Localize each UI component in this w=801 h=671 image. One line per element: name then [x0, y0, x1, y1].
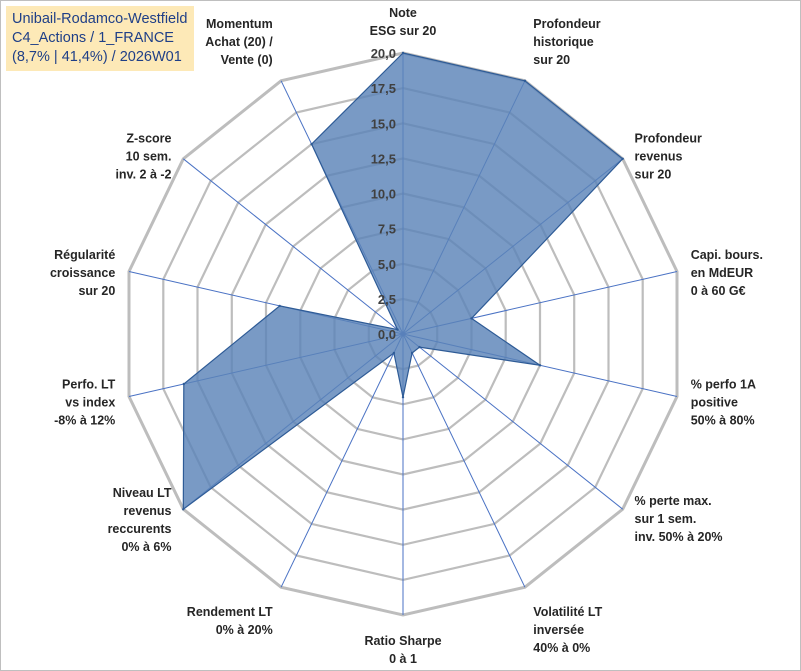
tick-label: 7,5: [378, 222, 396, 237]
spoke-5: [402, 333, 624, 510]
tick-label: 5,0: [378, 257, 396, 272]
axis-label-6: inversée: [533, 623, 584, 637]
spoke-8: [280, 333, 404, 588]
series-point-9: [182, 508, 185, 511]
series-point-5: [418, 345, 421, 349]
axis-label-4: 50% à 80%: [691, 414, 755, 428]
radar-series: [182, 51, 624, 511]
title-stats: (8,7% | 41,4%) / 2026W01: [12, 49, 182, 65]
axis-label-12: inv. 2 à -2: [115, 167, 171, 181]
axis-label-5: inv. 50% à 20%: [635, 530, 723, 544]
series-point-2: [621, 157, 624, 160]
axis-label-9: Niveau LT: [113, 486, 172, 500]
tick-label: 20,0: [371, 46, 396, 61]
axis-label-5: % perte max.: [635, 494, 712, 508]
spoke-6: [402, 333, 526, 588]
axis-label-1: sur 20: [533, 53, 570, 67]
axis-label-8: Rendement LT: [187, 605, 273, 619]
axis-label-0: Note: [389, 6, 417, 20]
spoke-12: [182, 158, 404, 335]
title-category: C4_Actions / 1_FRANCE: [12, 30, 174, 46]
radar-axis-labels: Note ESG sur 20 Profondeur historique sur 20…: [50, 6, 763, 666]
axis-label-12: Z-score: [126, 131, 171, 145]
tick-label: 15,0: [371, 116, 396, 131]
series-point-11: [278, 304, 281, 308]
axis-label-9: 0% à 6%: [121, 540, 171, 554]
axis-label-5: sur 1 sem.: [635, 512, 697, 526]
axis-label-13: Achat (20) /: [205, 35, 273, 49]
series-point-3: [470, 317, 473, 320]
axis-label-2: revenus: [635, 149, 683, 163]
axis-label-3: 0 à 60 G€: [691, 284, 746, 298]
axis-label-11: sur 20: [78, 284, 115, 298]
axis-label-6: 40% à 0%: [533, 641, 590, 655]
axis-label-10: -8% à 12%: [54, 414, 115, 428]
axis-label-11: Régularité: [54, 248, 115, 262]
series-point-12: [396, 328, 399, 331]
axis-label-7: Ratio Sharpe: [364, 634, 441, 648]
series-point-8: [392, 351, 396, 355]
axis-label-2: Profondeur: [635, 131, 702, 145]
axis-label-4: positive: [691, 396, 738, 410]
axis-label-9: revenus: [124, 504, 172, 518]
axis-label-2: sur 20: [635, 167, 672, 181]
axis-label-6: Volatilité LT: [533, 605, 602, 619]
chart-title-box: Unibail-Rodamco-Westfield C4_Actions / 1…: [6, 6, 195, 71]
tick-label: 12,5: [371, 151, 396, 166]
axis-label-3: en MdEUR: [691, 266, 754, 280]
series-point-0: [401, 51, 405, 55]
tick-label: 10,0: [371, 187, 396, 202]
axis-label-13: Momentum: [206, 17, 273, 31]
series-point-7: [401, 396, 405, 399]
axis-label-1: Profondeur: [533, 17, 600, 31]
axis-label-9: reccurents: [108, 522, 172, 536]
series-point-10: [182, 382, 185, 386]
axis-label-3: Capi. bours.: [691, 248, 763, 262]
title-company: Unibail-Rodamco-Westfield: [12, 11, 188, 27]
series-point-4: [538, 364, 542, 367]
axis-label-8: 0% à 20%: [216, 623, 273, 637]
axis-label-10: vs index: [65, 396, 115, 410]
tick-label: 17,5: [371, 81, 396, 96]
series-point-1: [523, 79, 527, 83]
axis-label-1: historique: [533, 35, 593, 49]
tick-label: 2,5: [378, 292, 396, 307]
axis-label-10: Perfo. LT: [62, 378, 116, 392]
series-point-13: [310, 142, 313, 146]
axis-label-0: ESG sur 20: [370, 24, 437, 38]
radar-tick-labels: 0,0 2,5 5,0 7,5 10,0 12,5 15,0 17,5 20,0: [371, 46, 396, 342]
axis-label-7: 0 à 1: [389, 652, 417, 666]
axis-label-12: 10 sem.: [126, 149, 172, 163]
axis-label-13: Vente (0): [221, 53, 273, 67]
axis-label-11: croissance: [50, 266, 115, 280]
tick-label: 0,0: [378, 327, 396, 342]
axis-label-4: % perfo 1A: [691, 378, 756, 392]
series-point-6: [410, 351, 414, 355]
